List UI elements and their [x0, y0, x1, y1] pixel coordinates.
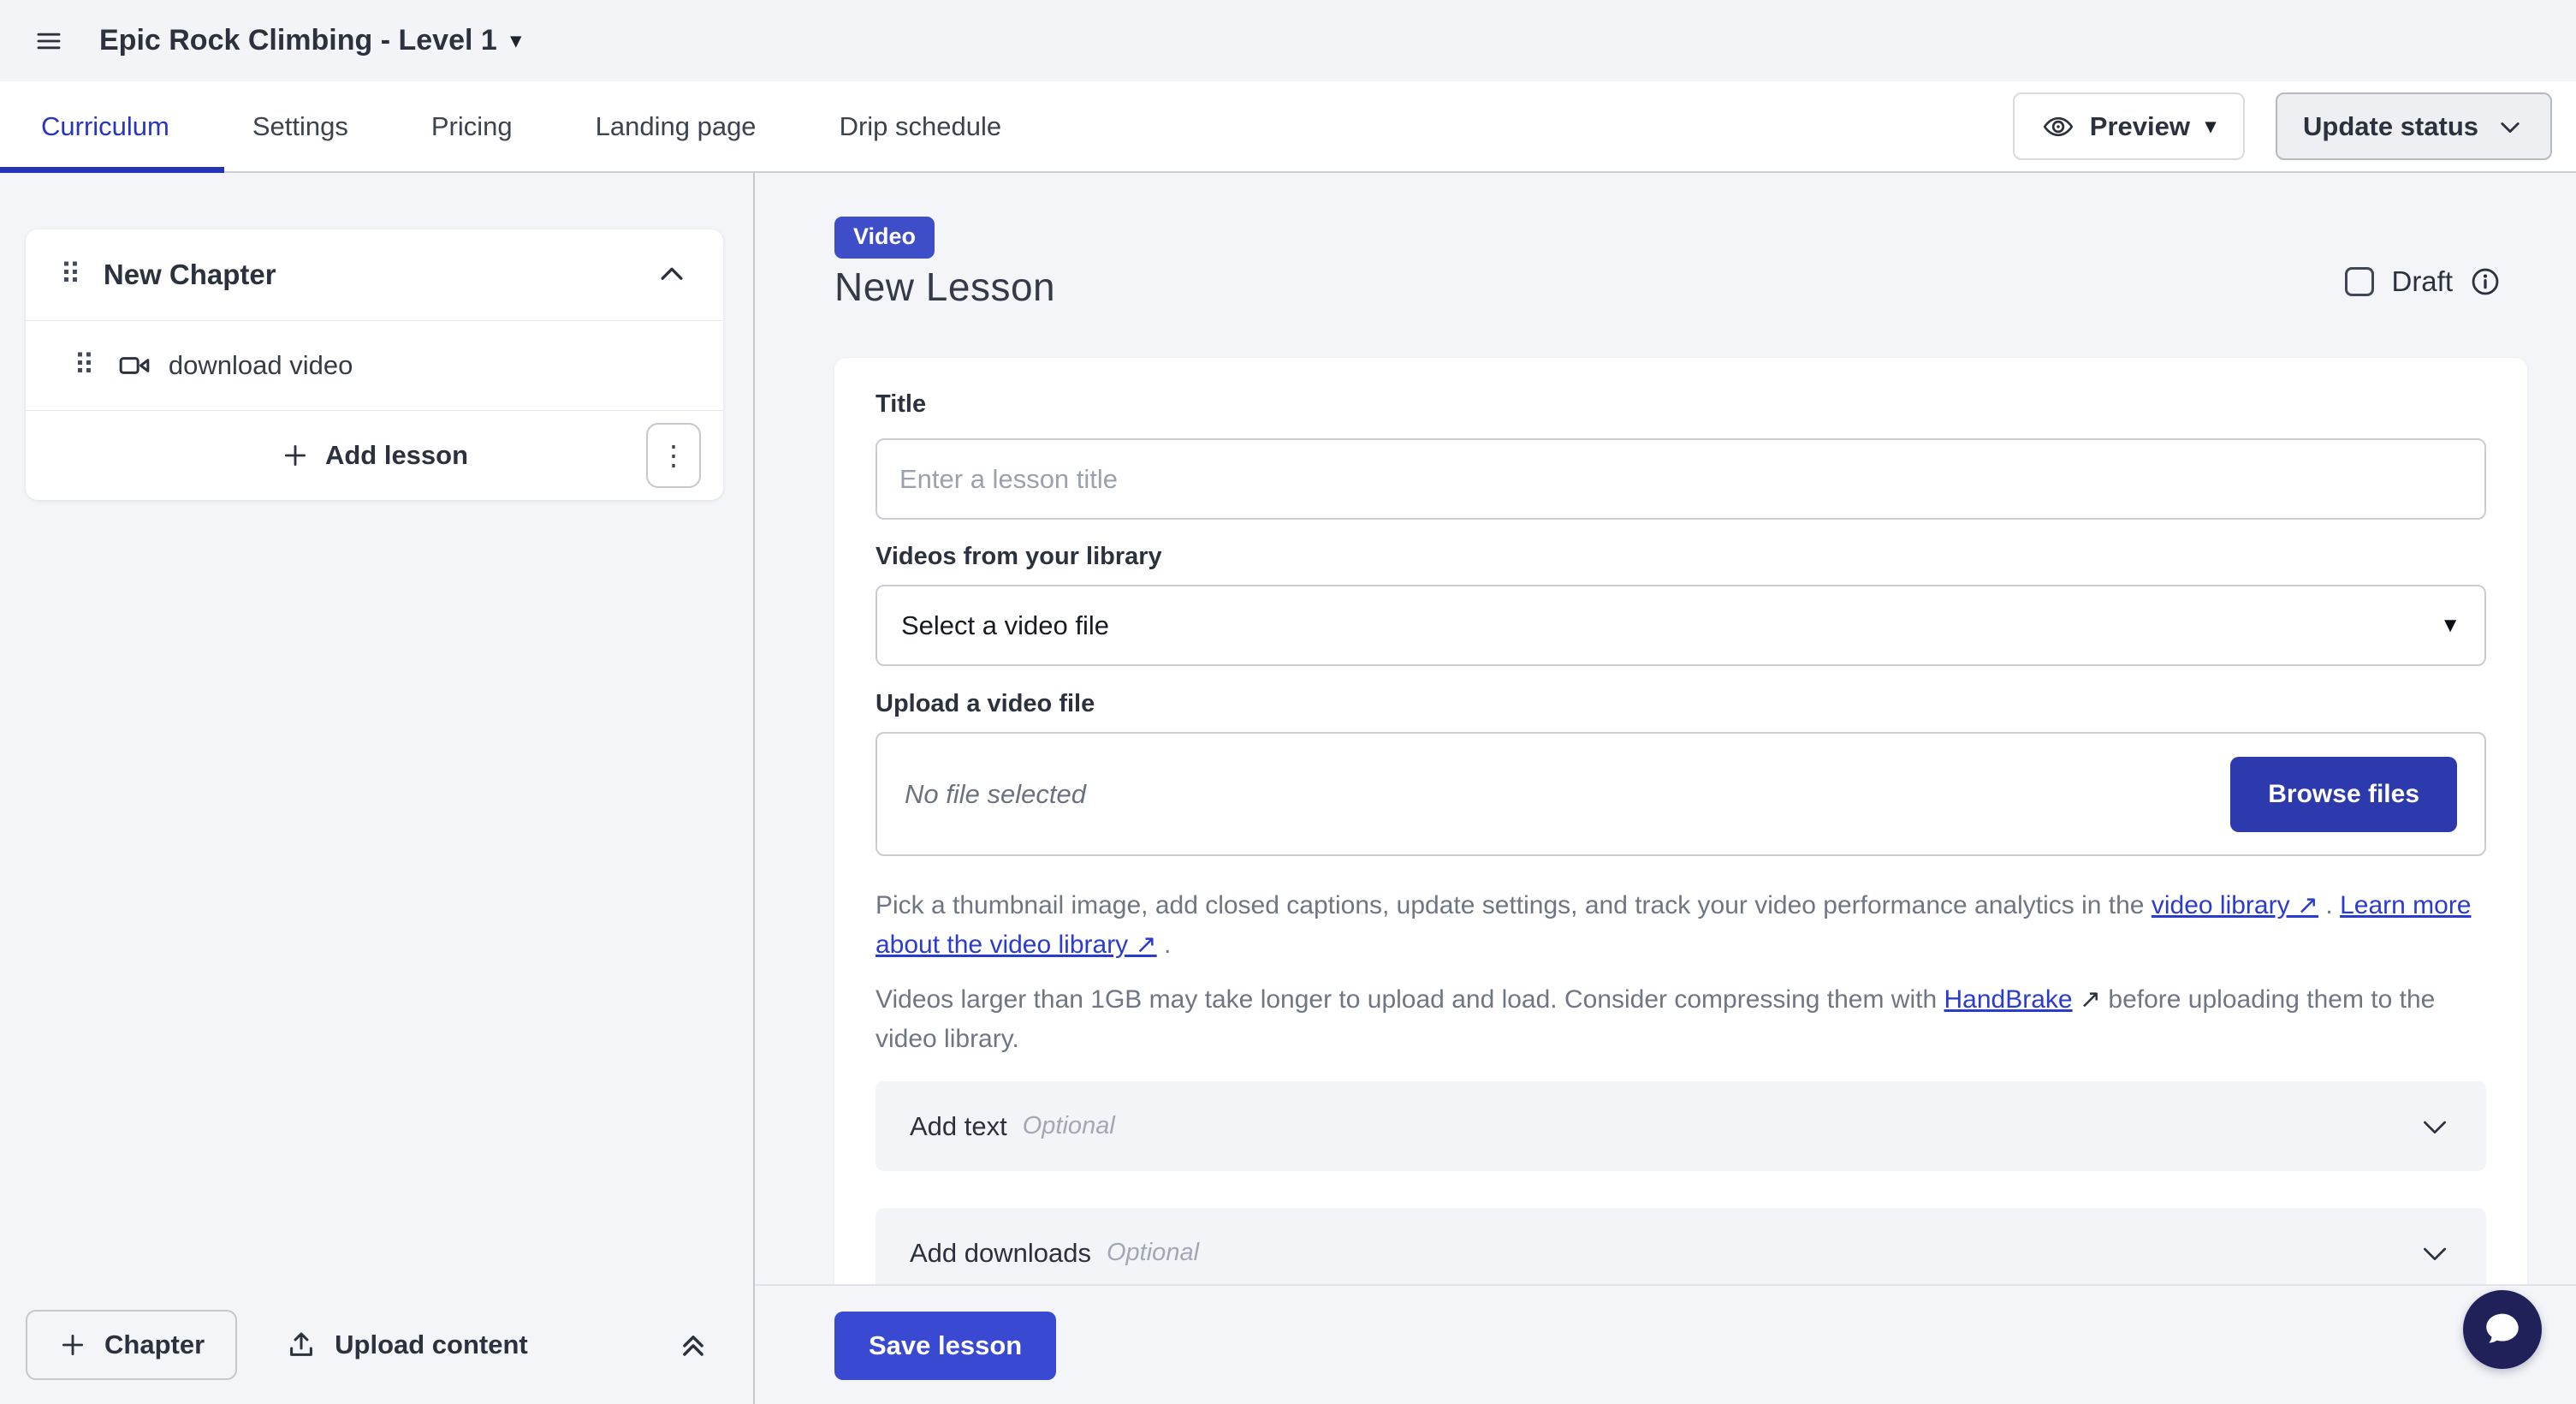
tabs: Curriculum Settings Pricing Landing page…: [41, 111, 1001, 142]
chevron-up-icon[interactable]: [655, 258, 689, 292]
course-title: Epic Rock Climbing - Level 1: [99, 24, 497, 57]
update-status-label: Update status: [2303, 110, 2478, 141]
caret-down-icon: ▾: [2205, 114, 2217, 138]
chapter-menu-button[interactable]: ⋮: [646, 423, 701, 488]
active-tab-underline: [0, 167, 224, 173]
draft-label: Draft: [2391, 265, 2453, 297]
page-title: New Lesson: [834, 265, 1056, 309]
video-library-help-text: Pick a thumbnail image, add closed capti…: [875, 886, 2486, 965]
info-icon[interactable]: [2470, 266, 2501, 297]
draft-checkbox[interactable]: [2345, 267, 2375, 296]
help-text: Pick a thumbnail image, add closed capti…: [875, 891, 2152, 919]
plus-icon: [62, 1334, 84, 1356]
tab-curriculum[interactable]: Curriculum: [41, 110, 169, 141]
plus-icon: [284, 444, 306, 467]
chat-bubble-icon: [2486, 1313, 2519, 1343]
header-actions: Preview ▾ Update status: [2012, 92, 2576, 160]
lesson-title: download video: [168, 350, 353, 380]
lesson-title-input[interactable]: [875, 438, 2486, 520]
video-library-link[interactable]: video library ↗: [2151, 891, 2319, 919]
add-lesson-row: Add lesson ⋮: [26, 411, 723, 500]
video-camera-icon: [119, 357, 150, 374]
title-label: Title: [875, 390, 927, 418]
lesson-form-card: Title Videos from your library Select a …: [834, 358, 2527, 1291]
compression-help-text: Videos larger than 1GB may take longer t…: [875, 980, 2486, 1059]
tab-landing-page[interactable]: Landing page: [595, 110, 757, 141]
help-text: Videos larger than 1GB may take longer t…: [875, 985, 1944, 1014]
chevron-down-icon: [2424, 1121, 2446, 1133]
add-downloads-section[interactable]: Add downloads Optional: [875, 1208, 2486, 1291]
kebab-icon: ⋮: [660, 440, 687, 471]
tab-settings[interactable]: Settings: [252, 110, 348, 141]
add-downloads-label: Add downloads: [910, 1237, 1091, 1268]
sidebar-footer: Chapter Upload content: [26, 1310, 727, 1380]
help-text: .: [2318, 891, 2341, 919]
upload-content-button[interactable]: Upload content: [285, 1329, 528, 1361]
lesson-type-badge: Video: [834, 217, 935, 259]
chapter-title: New Chapter: [103, 259, 276, 290]
hamburger-menu-icon[interactable]: [34, 27, 63, 56]
chat-widget-button[interactable]: [2463, 1290, 2542, 1369]
help-text: before uploading them to the video libra…: [875, 985, 2436, 1053]
add-chapter-label: Chapter: [104, 1330, 205, 1359]
add-chapter-button[interactable]: Chapter: [26, 1310, 238, 1380]
chapter-card: ⠿ New Chapter ⠿ download video: [26, 229, 723, 500]
save-lesson-button[interactable]: Save lesson: [834, 1312, 1057, 1380]
lesson-header: Video New Lesson: [834, 173, 2527, 310]
add-lesson-button[interactable]: Add lesson: [281, 440, 468, 471]
save-bar: Save lesson: [755, 1284, 2576, 1404]
upload-label: Upload a video file: [875, 690, 1095, 717]
preview-button[interactable]: Preview ▾: [2012, 92, 2246, 160]
add-text-section[interactable]: Add text Optional: [875, 1081, 2486, 1171]
tab-pricing[interactable]: Pricing: [430, 110, 513, 141]
chevron-down-icon: [2424, 1247, 2446, 1260]
learn-more-link[interactable]: Learn more about the video library ↗: [875, 891, 2472, 959]
select-value: Select a video file: [901, 610, 1109, 640]
optional-tag: Optional: [1107, 1239, 1200, 1266]
upload-content-label: Upload content: [335, 1330, 528, 1359]
course-switcher[interactable]: Epic Rock Climbing - Level 1 ▾: [99, 24, 521, 57]
add-lesson-label: Add lesson: [324, 440, 469, 470]
title-field-group: Title: [875, 390, 2486, 520]
curriculum-sidebar: ⠿ New Chapter ⠿ download video: [0, 173, 755, 1404]
upload-icon: [290, 1332, 313, 1356]
select-caret-icon: ▼: [2440, 613, 2460, 637]
chapter-header[interactable]: ⠿ New Chapter: [26, 229, 723, 321]
help-text: .: [1156, 931, 1172, 959]
chevron-down-icon: [2501, 122, 2520, 133]
collapse-all-icon[interactable]: [674, 1326, 712, 1364]
optional-tag: Optional: [1022, 1112, 1115, 1139]
eye-icon: [2043, 116, 2073, 136]
lesson-item[interactable]: ⠿ download video: [26, 321, 723, 411]
draft-toggle-group: Draft: [2345, 265, 2501, 298]
drag-handle-icon[interactable]: ⠿: [74, 349, 95, 382]
no-file-text: No file selected: [905, 778, 1086, 809]
lesson-editor: Video New Lesson Draft Title Videos from…: [755, 173, 2576, 1404]
file-drop-zone[interactable]: No file selected Browse files: [875, 732, 2486, 856]
add-text-label: Add text: [910, 1110, 1007, 1141]
tab-drip-schedule[interactable]: Drip schedule: [839, 110, 1002, 141]
top-bar: Epic Rock Climbing - Level 1 ▾: [0, 0, 2576, 81]
tab-bar: Curriculum Settings Pricing Landing page…: [0, 81, 2576, 173]
library-label: Videos from your library: [875, 543, 1162, 570]
update-status-button[interactable]: Update status: [2276, 92, 2552, 160]
video-library-select[interactable]: Select a video file ▼: [875, 585, 2486, 666]
library-field-group: Videos from your library Select a video …: [875, 543, 2486, 666]
preview-label: Preview: [2089, 110, 2190, 141]
caret-down-icon: ▾: [510, 28, 521, 52]
drag-handle-icon[interactable]: ⠿: [60, 259, 81, 291]
external-arrow-icon: ↗: [2072, 985, 2109, 1014]
browse-files-button[interactable]: Browse files: [2230, 756, 2457, 832]
upload-field-group: Upload a video file No file selected Bro…: [875, 690, 2486, 856]
handbrake-link[interactable]: HandBrake: [1944, 985, 2073, 1014]
